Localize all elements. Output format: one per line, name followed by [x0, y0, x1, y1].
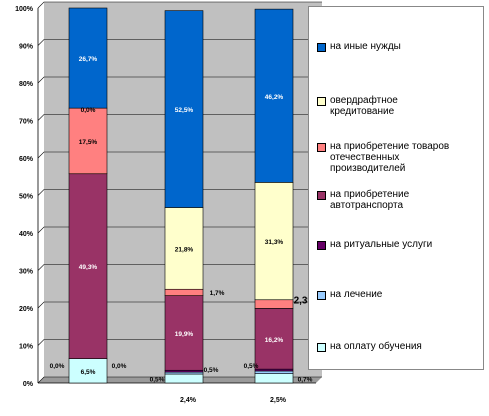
legend-swatch	[317, 291, 326, 300]
legend-label: на приобретение автотранспорта	[330, 189, 410, 211]
y-tick-label: 50%	[19, 194, 34, 201]
x-tick-label: 2,5%	[270, 397, 287, 404]
data-label: 2,3%	[294, 296, 317, 307]
legend-label: на лечение	[330, 289, 383, 300]
x-tick-label: 2,4%	[180, 397, 197, 404]
gridline	[37, 301, 322, 309]
bar-segment	[254, 308, 294, 370]
legend-swatch	[317, 97, 326, 106]
gridline	[37, 39, 322, 46]
bar-segment	[254, 373, 294, 384]
data-label: 19,9%	[175, 331, 194, 338]
gridline	[37, 226, 322, 234]
plot-area: 0% 10% 20% 30% 40% 50% 60% 70% 80% 90% 100% 2,4% 2,5…	[15, 1, 322, 404]
y-tick-label: 20%	[19, 306, 34, 313]
y-tick-label: 80%	[19, 81, 34, 88]
data-label: 0,0%	[81, 107, 96, 114]
data-label: 17,5%	[79, 139, 98, 146]
y-tick-label: 10%	[19, 344, 34, 351]
gridline	[37, 1, 322, 9]
bar-segment	[68, 358, 108, 384]
legend-label: на оплату обучения	[330, 341, 422, 352]
data-label: 52,5%	[175, 107, 194, 114]
data-label: 6,5%	[81, 369, 96, 376]
y-tick-label: 0%	[23, 381, 34, 388]
legend-label: на иные нужды	[330, 41, 401, 52]
gridline	[37, 151, 322, 159]
legend-swatch	[317, 241, 326, 250]
bar-segment	[164, 10, 204, 208]
data-label: 49,3%	[79, 264, 98, 271]
legend-swatch	[317, 143, 326, 152]
legend-label: на приобретение товаров отечественных пр…	[330, 141, 450, 174]
data-label: 31,3%	[265, 239, 284, 246]
data-label: 0,0%	[50, 363, 65, 370]
bar-segment	[164, 295, 204, 371]
data-label: 1,7%	[210, 290, 225, 297]
bar-segment	[68, 7, 108, 109]
data-label: 26,7%	[79, 56, 98, 63]
y-tick-label: 70%	[19, 119, 34, 126]
bar-segment	[164, 373, 204, 384]
gridline	[37, 376, 322, 384]
legend-swatch	[317, 343, 326, 352]
data-label: 0,5%	[204, 367, 219, 374]
data-label: 0,7%	[298, 376, 313, 383]
gridline	[37, 76, 322, 84]
legend: на иные нужды овердрафтное кредитование на…	[308, 6, 484, 370]
bar-segment	[254, 370, 294, 374]
data-label: 0,0%	[112, 363, 127, 370]
legend-swatch	[317, 43, 326, 52]
legend-label: овердрафтное кредитование	[330, 95, 398, 117]
bar-segment	[254, 8, 294, 183]
y-tick-label: 60%	[19, 156, 34, 163]
gridline	[37, 264, 322, 271]
data-label: 46,2%	[265, 94, 284, 101]
bar-segment	[68, 107, 108, 175]
gridline	[37, 339, 322, 346]
y-tick-label: 90%	[19, 44, 34, 51]
legend-swatch	[317, 191, 326, 200]
bar-segment	[68, 173, 108, 359]
data-label: 0,5%	[244, 363, 259, 370]
bar-segment	[164, 207, 204, 290]
bar-segment	[254, 299, 294, 309]
y-tick-label: 30%	[19, 269, 34, 276]
gridline	[37, 114, 322, 121]
data-label: 21,8%	[175, 246, 194, 253]
data-label: 0,5%	[150, 376, 165, 383]
legend-label: на ритуальные услуги	[330, 239, 433, 250]
bar-segment	[254, 182, 294, 301]
bar-segment	[164, 288, 204, 296]
y-tick-label: 100%	[15, 6, 34, 13]
gridline	[37, 189, 322, 196]
data-label: 16,2%	[265, 337, 284, 344]
y-tick-label: 40%	[19, 231, 34, 238]
